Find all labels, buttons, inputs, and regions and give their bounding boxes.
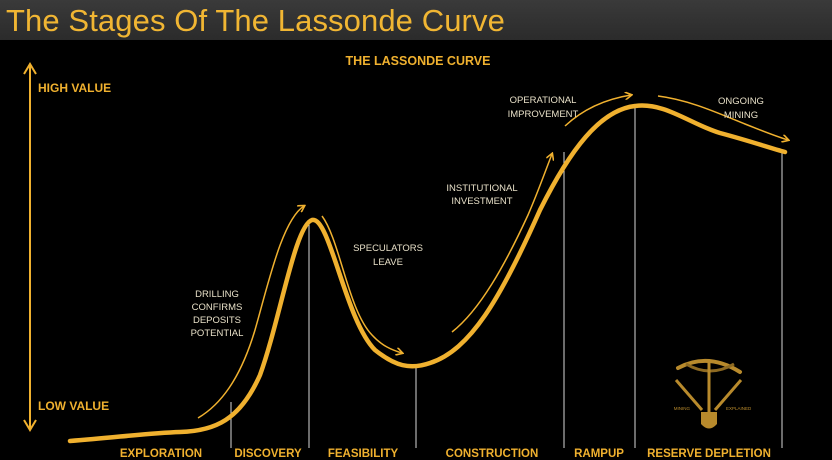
institutional-annotation: INSTITUTIONAL INVESTMENT [446,183,517,207]
logo-text-left: MINING [674,406,691,411]
stage-reserve-depletion: RESERVE DEPLETION [647,448,771,460]
svg-text:SPECULATORS: SPECULATORS [353,243,423,254]
svg-text:INSTITUTIONAL: INSTITUTIONAL [446,183,517,194]
diagram-canvas: THE LASSONDE CURVE HIGH VALUE LOW VALUE [23,54,832,460]
stage-exploration: EXPLORATION [120,448,202,460]
lassonde-curve [67,103,788,444]
value-axis-arrow [23,62,37,432]
stage-construction: CONSTRUCTION [446,448,539,460]
svg-text:POTENTIAL: POTENTIAL [191,328,244,339]
operational-annotation: OPERATIONAL IMPROVEMENT [508,95,579,120]
peak-arrow [564,95,631,127]
stage-discovery: DISCOVERY [234,448,302,460]
svg-text:DEPOSITS: DEPOSITS [193,315,241,326]
mining-explained-logo: MINING EXPLAINED [674,358,752,429]
title-bar: The Stages Of The Lassonde Curve [0,0,832,40]
svg-text:OPERATIONAL: OPERATIONAL [510,95,577,106]
svg-text:LEAVE: LEAVE [373,257,403,268]
high-value-label: HIGH VALUE [38,81,111,95]
rise-arrow [197,206,304,419]
diagram-title: THE LASSONDE CURVE [346,54,491,68]
stage-feasibility: FEASIBILITY [328,448,399,460]
page-title: The Stages Of The Lassonde Curve [6,3,505,38]
svg-text:ONGOING: ONGOING [718,96,764,107]
climb-arrow [451,154,552,333]
lassonde-diagram: THE LASSONDE CURVE HIGH VALUE LOW VALUE [0,40,832,460]
logo-text-right: EXPLAINED [726,406,752,411]
fall-arrow [321,215,402,353]
ongoing-annotation: ONGOING MINING [718,96,764,121]
svg-text:DRILLING: DRILLING [195,289,239,300]
decline-arrow [657,95,788,140]
drilling-annotation: DRILLING CONFIRMS DEPOSITS POTENTIAL [191,289,244,339]
svg-text:IMPROVEMENT: IMPROVEMENT [508,109,579,120]
svg-text:CONFIRMS: CONFIRMS [192,302,243,313]
speculators-annotation: SPECULATORS LEAVE [353,243,423,268]
svg-text:INVESTMENT: INVESTMENT [451,196,512,207]
stage-dividers [230,106,783,448]
low-value-label: LOW VALUE [38,399,109,413]
stage-rampup: RAMPUP [574,448,624,460]
svg-text:MINING: MINING [724,110,758,121]
